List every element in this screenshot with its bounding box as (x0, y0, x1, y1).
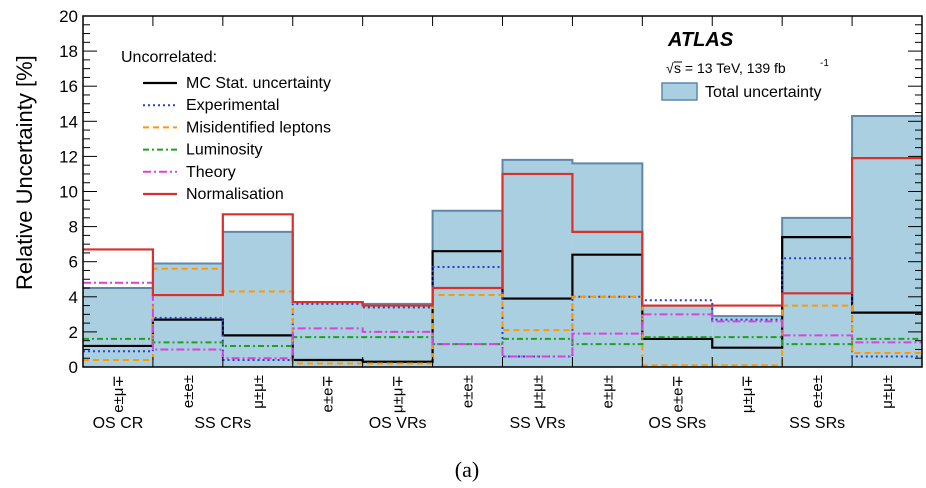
total-bar (292, 302, 363, 367)
bin-label: e±e± (460, 375, 477, 408)
series-lines (83, 157, 922, 367)
y-tick-label: 10 (59, 183, 78, 202)
bin-label: e±μ± (599, 375, 616, 408)
total-bar (712, 316, 783, 367)
y-tick-label: 18 (59, 42, 78, 61)
bin-label: μ±μ∓ (739, 375, 756, 413)
group-label: OS SRs (648, 415, 706, 432)
y-tick-label: 8 (69, 218, 78, 237)
total-bar (222, 231, 293, 367)
bin-label: μ±μ∓ (390, 375, 407, 413)
y-tick-label: 6 (69, 253, 78, 272)
y-tick-label: 0 (69, 358, 78, 377)
y-tick-label: 14 (59, 112, 78, 131)
axis-labels: 0 2 4 6 8 10 12 14 16 18 20 e±μ∓ e±e± μ±μ± e±e∓ μ±μ∓ e±e… (59, 7, 896, 432)
series-line-luminosity (83, 336, 922, 347)
total-bar (362, 303, 433, 367)
energy-label: √ s = 13 TeV, 139 fb -1 (666, 58, 829, 76)
legend-entry-label: Total uncertainty (705, 84, 822, 101)
y-tick-label: 12 (59, 147, 78, 166)
bin-label: μ±μ± (529, 375, 546, 409)
group-label: SS SRs (789, 415, 845, 432)
group-label: OS CR (93, 415, 144, 432)
legend-title: Uncorrelated: (121, 49, 217, 66)
legend-entry-label: Luminosity (186, 142, 262, 159)
axes (82, 15, 923, 368)
bin-label: e±e± (180, 375, 197, 408)
energy-text: s = 13 TeV, 139 fb (674, 60, 786, 76)
legend: Uncorrelated: MC Stat. uncertainty Experi… (121, 49, 822, 203)
total-bar (152, 263, 223, 367)
y-axis-label: Relative Uncertainty [%] (12, 55, 37, 290)
y-tick-label: 4 (69, 288, 78, 307)
bin-label: e±e± (809, 375, 826, 408)
bin-label: μ±μ± (250, 375, 267, 409)
legend-entry-label: Normalisation (186, 186, 284, 203)
series-line-experimental (83, 257, 922, 361)
experiment-label: ATLAS (667, 29, 734, 51)
total-bar (572, 163, 643, 367)
group-label: SS CRs (194, 415, 251, 432)
y-tick-label: 16 (59, 77, 78, 96)
series-line-theory (83, 281, 922, 360)
legend-swatch-total (661, 82, 698, 101)
figure-caption: (a) (455, 457, 479, 482)
series-line-normalisation (83, 157, 922, 307)
total-bar (502, 159, 573, 367)
energy-superscript: -1 (820, 58, 829, 69)
total-bar (83, 288, 153, 367)
y-tick-label: 20 (59, 7, 78, 26)
total-bar (852, 116, 922, 367)
legend-entry-label: Misidentified leptons (186, 119, 331, 136)
bin-label: μ±μ± (879, 375, 896, 409)
group-label: SS VRs (509, 415, 565, 432)
y-tick-label: 2 (69, 323, 78, 342)
group-label: OS VRs (369, 415, 427, 432)
bin-label: e±e∓ (320, 375, 337, 413)
legend-entry-label: Theory (186, 164, 236, 181)
legend-entry-label: Experimental (186, 97, 279, 114)
legend-entry-label: MC Stat. uncertainty (186, 75, 331, 92)
bin-label: e±μ∓ (110, 375, 127, 413)
sqrt-symbol: √ (666, 60, 674, 76)
bin-label: e±e∓ (669, 375, 686, 413)
